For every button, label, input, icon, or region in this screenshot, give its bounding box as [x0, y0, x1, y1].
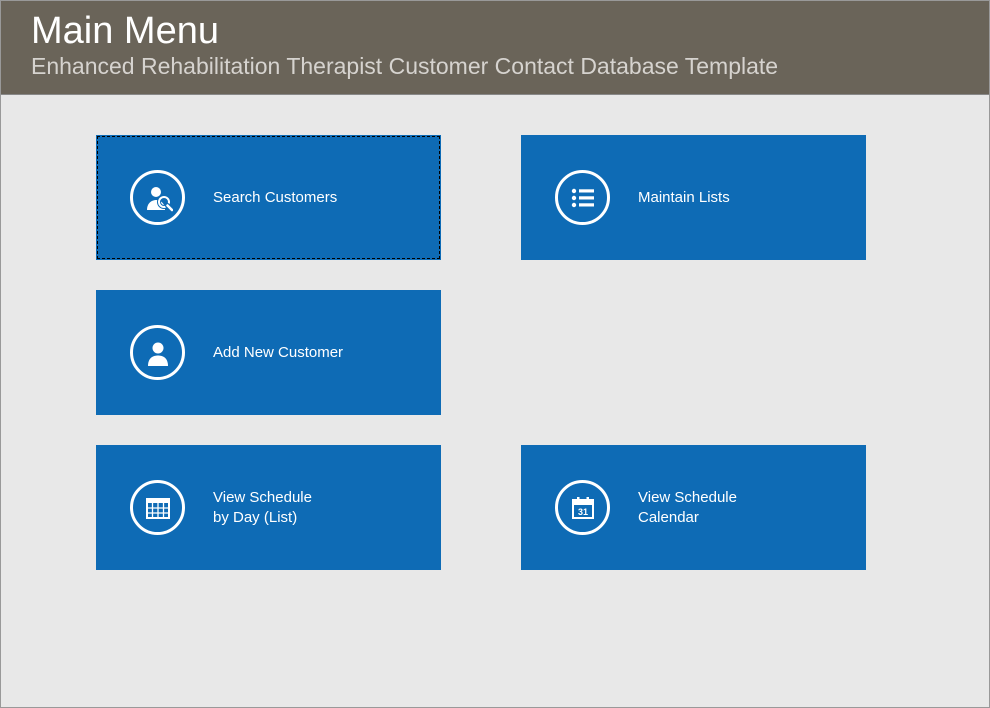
tile-label: Maintain Lists — [638, 188, 730, 208]
person-search-icon — [130, 170, 185, 225]
page-subtitle: Enhanced Rehabilitation Therapist Custom… — [31, 53, 959, 81]
view-schedule-day-tile[interactable]: View Schedule by Day (List) — [96, 445, 441, 570]
svg-text:31: 31 — [577, 507, 587, 517]
person-icon — [130, 325, 185, 380]
header: Main Menu Enhanced Rehabilitation Therap… — [1, 1, 989, 95]
add-customer-tile[interactable]: Add New Customer — [96, 290, 441, 415]
calendar-day-icon: 31 — [555, 480, 610, 535]
list-icon — [555, 170, 610, 225]
tile-label: View Schedule Calendar — [638, 488, 737, 527]
tile-label: Add New Customer — [213, 343, 343, 363]
main-menu-grid: Search Customers Maintain Lists Add New … — [1, 95, 989, 610]
tile-label: View Schedule by Day (List) — [213, 488, 312, 527]
search-customers-tile[interactable]: Search Customers — [96, 135, 441, 260]
tile-label: Search Customers — [213, 188, 337, 208]
page-title: Main Menu — [31, 11, 959, 53]
maintain-lists-tile[interactable]: Maintain Lists — [521, 135, 866, 260]
view-schedule-calendar-tile[interactable]: 31 View Schedule Calendar — [521, 445, 866, 570]
calendar-grid-icon — [130, 480, 185, 535]
